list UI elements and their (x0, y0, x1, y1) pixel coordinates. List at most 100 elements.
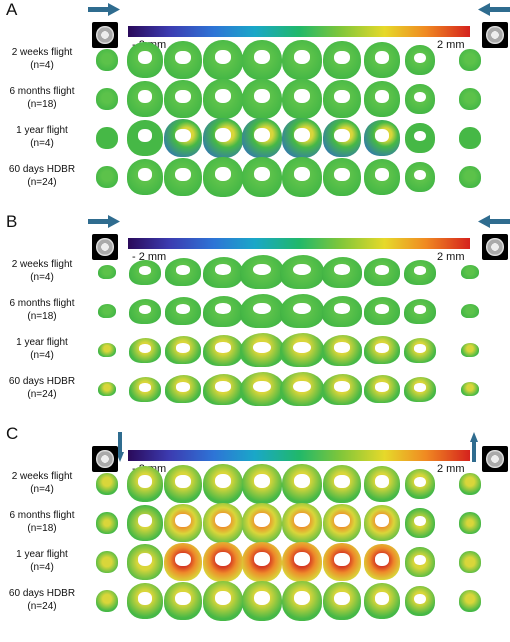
row-label: 6 months flight (n=18) (0, 297, 84, 323)
white-matter (374, 475, 390, 488)
brain-slice (96, 590, 118, 612)
white-matter (413, 265, 427, 275)
brain-slice (459, 88, 481, 110)
brain-slice (127, 544, 163, 580)
white-matter (294, 552, 310, 566)
white-matter (215, 128, 231, 142)
white-matter (374, 343, 390, 353)
brain-slice (323, 504, 361, 542)
white-matter (138, 382, 152, 392)
brain-slice (164, 41, 202, 79)
white-matter (334, 552, 350, 566)
brain-slice (165, 258, 201, 286)
brain-slice (323, 582, 361, 620)
white-matter (175, 304, 191, 314)
row-label: 2 weeks flight (n=4) (0, 258, 84, 284)
white-matter (137, 129, 153, 142)
color-scale-bar (128, 450, 470, 461)
brain-slice (164, 119, 202, 157)
brain-slice (405, 162, 435, 192)
scale-max-label: 2 mm (437, 251, 465, 263)
brain-slice (323, 158, 361, 196)
white-matter (374, 304, 390, 314)
brain-slice (164, 504, 202, 542)
white-matter (254, 89, 270, 103)
brain-slice (364, 258, 400, 286)
brain-slice (203, 79, 243, 119)
brain-slice (282, 79, 322, 119)
row-label-name: 6 months flight (9, 86, 75, 97)
mri-thumbnail (482, 22, 508, 48)
brain-slice (96, 127, 118, 149)
brain-slice (364, 81, 400, 117)
row-label-name: 1 year flight (16, 549, 68, 560)
brain-slice (203, 334, 243, 366)
brain-slice (364, 375, 400, 403)
white-matter (374, 265, 390, 275)
white-matter (374, 514, 390, 527)
white-matter (215, 50, 231, 64)
brain-slice (364, 159, 400, 195)
up-arrow-icon (470, 432, 478, 462)
brain-slice (127, 466, 163, 502)
white-matter (137, 90, 153, 103)
brain-slice (240, 372, 284, 406)
white-matter (413, 382, 427, 392)
brain-slice (282, 542, 322, 582)
brain-slice (323, 543, 361, 581)
brain-slice (165, 336, 201, 364)
mri-slice-icon (96, 450, 114, 468)
white-matter (138, 265, 152, 275)
row-label-n: (n=18) (27, 523, 57, 534)
row-label: 60 days HDBR (n=24) (0, 163, 84, 189)
brain-slice (322, 334, 362, 366)
white-matter (254, 591, 270, 605)
brain-slice (280, 333, 324, 367)
brain-slice (203, 503, 243, 543)
brain-slice (242, 581, 282, 621)
brain-slice (203, 373, 243, 405)
brain-slice (282, 118, 322, 158)
white-matter (334, 303, 350, 315)
brain-slice (322, 373, 362, 405)
brain-slice (459, 551, 481, 573)
panel-label: A (6, 0, 18, 19)
white-matter (374, 592, 390, 605)
row-label: 2 weeks flight (n=4) (0, 46, 84, 72)
brain-slice (203, 464, 243, 504)
white-matter (334, 167, 350, 181)
brain-slice (242, 542, 282, 582)
brain-slice (127, 42, 163, 78)
white-matter (414, 515, 426, 526)
brain-slice (240, 333, 284, 367)
white-matter (294, 591, 310, 605)
panel-label: B (6, 212, 18, 231)
brain-slice (96, 88, 118, 110)
right-arrow-icon (88, 215, 120, 228)
brain-slice (405, 45, 435, 75)
brain-slice (164, 158, 202, 196)
brain-slice (404, 298, 436, 324)
white-matter (175, 382, 191, 392)
brain-slice (364, 120, 400, 156)
brain-slice (240, 294, 284, 328)
row-label-name: 60 days HDBR (8, 164, 76, 175)
brain-slice (96, 551, 118, 573)
brain-slice (96, 166, 118, 188)
white-matter (413, 304, 427, 314)
white-matter (294, 89, 310, 103)
brain-slice (203, 581, 243, 621)
left-arrow-icon (478, 3, 510, 16)
white-matter (215, 264, 231, 276)
white-matter (175, 265, 191, 275)
white-matter (175, 89, 191, 103)
row-label-n: (n=4) (30, 562, 54, 573)
row-label-name: 1 year flight (16, 125, 68, 136)
row-label-name: 2 weeks flight (11, 471, 73, 482)
mri-thumbnail (482, 234, 508, 260)
white-matter (414, 169, 426, 180)
brain-slice (459, 473, 481, 495)
row-label-n: (n=18) (27, 311, 57, 322)
brain-slice (364, 505, 400, 541)
white-matter (215, 303, 231, 315)
